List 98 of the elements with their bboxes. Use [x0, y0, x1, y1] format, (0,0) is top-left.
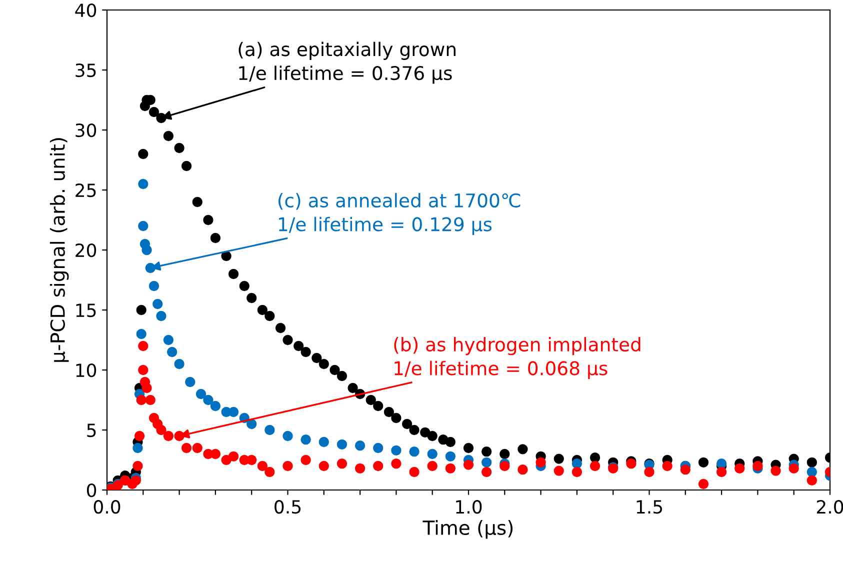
point — [152, 298, 163, 310]
point — [264, 424, 275, 436]
point — [134, 430, 145, 442]
point — [282, 460, 293, 472]
point — [138, 220, 148, 232]
point — [554, 466, 564, 476]
point — [806, 466, 818, 478]
point — [228, 406, 239, 418]
point — [734, 463, 745, 474]
point — [536, 457, 546, 468]
point — [572, 466, 582, 478]
annotation: (a) as epitaxially grown 1/e lifetime = 0.376 μs — [238, 42, 456, 84]
point — [142, 244, 152, 256]
point — [300, 454, 311, 466]
y-tick-label: 40 — [75, 3, 96, 18]
y-tick-label: 30 — [76, 123, 96, 138]
point — [770, 466, 781, 476]
point — [427, 448, 438, 460]
x-tick-label: 1.5 — [636, 500, 662, 514]
y-axis-title: μ-PCD signal (arb. unit) — [50, 138, 69, 362]
point — [373, 442, 384, 454]
point — [156, 424, 166, 436]
point — [336, 458, 348, 469]
point — [680, 464, 690, 475]
y-tick-label: 0 — [86, 483, 96, 498]
x-tick-label: 2.0 — [816, 500, 843, 514]
point — [264, 466, 275, 478]
point — [192, 442, 202, 454]
point — [136, 394, 146, 406]
point — [210, 448, 221, 460]
point — [196, 388, 206, 400]
point — [210, 400, 221, 412]
point — [145, 394, 156, 406]
x-tick-label: 1.0 — [456, 500, 482, 514]
point — [132, 460, 143, 472]
y-tick-label: 15 — [76, 304, 96, 318]
point — [136, 328, 146, 340]
point — [481, 466, 492, 478]
y-tick-label: 35 — [76, 63, 96, 78]
y-tick-label: 25 — [76, 183, 96, 198]
point — [336, 439, 348, 450]
point — [282, 430, 293, 442]
point — [174, 358, 184, 370]
point — [354, 440, 366, 451]
point — [185, 376, 196, 388]
point — [166, 346, 178, 358]
point — [318, 460, 329, 472]
point — [698, 478, 709, 490]
point — [228, 451, 239, 462]
y-tick-label: 20 — [76, 243, 96, 258]
point — [130, 475, 142, 486]
point — [518, 464, 528, 475]
point — [500, 460, 510, 472]
point — [354, 463, 366, 474]
point — [391, 445, 402, 456]
point — [788, 463, 799, 474]
point — [181, 442, 192, 454]
point — [409, 446, 420, 457]
point — [138, 364, 148, 376]
point — [716, 466, 727, 478]
point — [138, 340, 148, 352]
point — [156, 310, 166, 322]
x-tick-label: 0.0 — [94, 500, 120, 514]
point — [662, 460, 672, 472]
point — [163, 334, 174, 346]
point — [572, 458, 582, 469]
x-axis-title: Time (μs) — [422, 520, 513, 539]
y-tick-label: 10 — [76, 363, 96, 378]
annotation: (b) as hydrogen implanted 1/e lifetime = 0.068 μs — [394, 337, 640, 379]
point — [463, 460, 474, 470]
point — [203, 394, 214, 406]
point — [716, 458, 727, 469]
point — [246, 454, 257, 466]
point — [409, 466, 420, 478]
point — [257, 460, 268, 472]
point — [626, 458, 636, 469]
point — [138, 178, 148, 190]
point — [445, 463, 456, 474]
point — [391, 458, 402, 469]
point — [148, 280, 160, 292]
point — [373, 460, 384, 472]
point — [246, 418, 257, 430]
point — [806, 475, 818, 486]
point — [300, 434, 311, 445]
point — [445, 451, 456, 462]
x-tick-label: 0.5 — [274, 500, 301, 514]
point — [481, 457, 492, 468]
point — [427, 460, 438, 472]
point — [752, 460, 763, 472]
point — [318, 436, 329, 448]
point — [132, 442, 143, 454]
y-tick-label: 5 — [87, 424, 96, 438]
point — [590, 460, 600, 472]
point — [163, 430, 174, 442]
point — [221, 454, 232, 466]
annotation: (c) as annealed at 1700℃ 1/e lifetime = 0.129 μs — [278, 193, 520, 235]
point — [644, 466, 654, 478]
point — [142, 382, 152, 394]
